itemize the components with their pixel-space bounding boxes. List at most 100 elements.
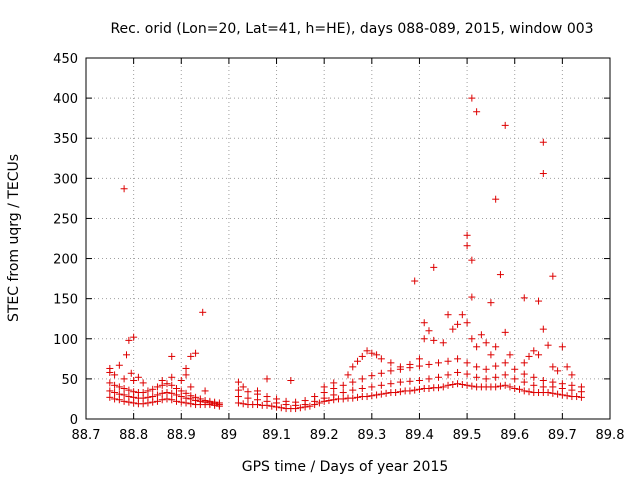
data-point (206, 397, 214, 405)
data-point (115, 361, 123, 369)
data-point (168, 373, 176, 381)
data-point (163, 395, 171, 403)
data-point (473, 108, 481, 116)
data-point (420, 335, 428, 343)
data-point (287, 376, 295, 384)
data-point (501, 328, 509, 336)
data-point (106, 364, 114, 372)
y-tick-label: 250 (53, 212, 78, 227)
data-point (396, 378, 404, 386)
data-point (311, 393, 319, 401)
data-point (115, 390, 123, 398)
data-point (127, 369, 135, 377)
data-point (496, 382, 504, 390)
data-point (211, 398, 219, 406)
data-point (454, 380, 462, 388)
data-point (122, 351, 130, 359)
data-point (199, 308, 207, 316)
data-point (363, 347, 371, 355)
data-point (125, 393, 133, 401)
data-point (358, 375, 366, 383)
data-point (273, 395, 281, 403)
data-point (458, 311, 466, 319)
data-point (482, 339, 490, 347)
data-point (201, 387, 209, 395)
data-point (277, 404, 285, 412)
x-tick-label: 88.7 (72, 428, 101, 443)
data-point (492, 362, 500, 370)
data-point (234, 393, 242, 401)
data-point (563, 392, 571, 400)
data-point (382, 389, 390, 397)
data-point (349, 386, 357, 394)
x-tick-label: 89.7 (548, 428, 577, 443)
data-point (496, 271, 504, 279)
data-point (339, 395, 347, 403)
data-point (454, 355, 462, 363)
data-point (106, 393, 114, 401)
data-point (373, 391, 381, 399)
x-axis-label: GPS time / Days of year 2015 (242, 459, 449, 475)
data-point (520, 359, 528, 367)
data-point (111, 381, 119, 389)
data-point (354, 357, 362, 365)
data-point (425, 375, 433, 383)
data-point (377, 390, 385, 398)
data-point (377, 381, 385, 389)
data-point (368, 383, 376, 391)
data-point (168, 381, 176, 389)
data-point (530, 347, 538, 355)
data-point (473, 363, 481, 371)
data-point (492, 195, 500, 203)
data-point (520, 378, 528, 386)
x-tick-label: 89.2 (310, 428, 339, 443)
data-point (539, 383, 547, 391)
data-point (296, 404, 304, 412)
y-tick-label: 400 (53, 92, 78, 107)
data-point (573, 393, 581, 401)
y-tick-label: 450 (53, 52, 78, 67)
data-point (239, 400, 247, 408)
data-point (430, 336, 438, 344)
data-point (435, 373, 443, 381)
data-point (406, 387, 414, 395)
y-tick-label: 200 (53, 253, 78, 268)
data-point (415, 362, 423, 370)
data-point (520, 370, 528, 378)
x-tick-label: 89 (221, 428, 238, 443)
data-point (244, 388, 252, 396)
data-point (120, 385, 128, 393)
data-point (373, 351, 381, 359)
data-point (415, 376, 423, 384)
data-point (525, 388, 533, 396)
data-point (134, 373, 142, 381)
data-point (425, 360, 433, 368)
data-point (125, 386, 133, 394)
data-point (387, 380, 395, 388)
data-point (196, 395, 204, 403)
data-point (444, 357, 452, 365)
data-point (449, 381, 457, 389)
data-point (411, 386, 419, 394)
data-point (139, 389, 147, 397)
data-point (368, 372, 376, 380)
x-tick-labels: 88.7 88.8 88.9 89 89.1 89.2 89.3 89.4 89.5 89.6 89… (72, 428, 625, 443)
data-point (415, 355, 423, 363)
chart-title: Rec. orid (Lon=20, Lat=41, h=HE), days 0… (110, 21, 593, 37)
data-point (558, 343, 566, 351)
data-point (339, 381, 347, 389)
x-tick-label: 89.3 (357, 428, 386, 443)
data-point (539, 325, 547, 333)
data-point (449, 325, 457, 333)
axis-ticks (85, 57, 611, 420)
data-point (511, 375, 519, 383)
plot-frame (85, 57, 611, 420)
data-point (406, 360, 414, 368)
data-point (115, 383, 123, 391)
data-point (182, 371, 190, 379)
data-point (430, 263, 438, 271)
data-point (415, 385, 423, 393)
grid-lines (86, 58, 610, 419)
data-point (192, 393, 200, 401)
data-point (263, 393, 271, 401)
